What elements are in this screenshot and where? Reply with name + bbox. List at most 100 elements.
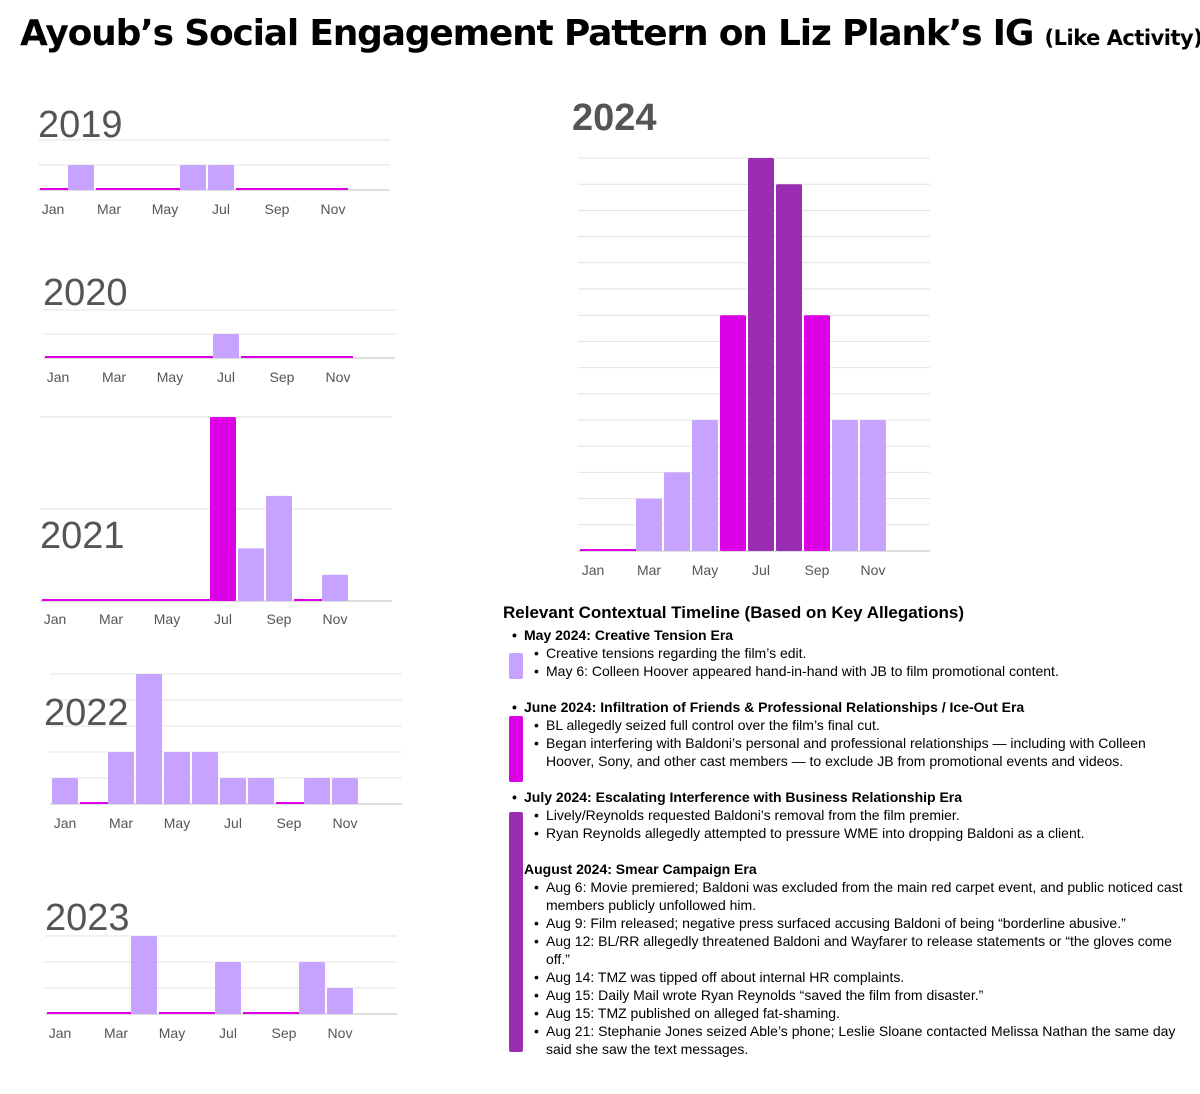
chart-title: 2023 <box>45 897 130 939</box>
bar-jun <box>185 356 213 358</box>
chart-title: 2019 <box>38 104 123 146</box>
tick-label: Sep <box>805 562 830 578</box>
bar-jan <box>580 549 608 551</box>
tick-label: May <box>164 815 190 831</box>
tick-label: Sep <box>270 369 295 385</box>
era-title: August 2024: Smear Campaign Era <box>524 861 757 877</box>
era-item: Lively/Reynolds requested Baldoni’s remo… <box>534 806 1183 824</box>
bar-mar <box>636 498 662 551</box>
tick-label: Jul <box>217 369 235 385</box>
bar-jul <box>220 778 246 804</box>
tick-label: Nov <box>321 201 346 217</box>
chart-2023: 2023 Jan Mar May Jul Sep Nov <box>45 897 397 1041</box>
tick-label: Nov <box>323 611 348 627</box>
timeline-era: July 2024: Escalating Interference with … <box>503 788 1183 1052</box>
bar-may <box>157 356 185 358</box>
bar-jun <box>720 315 746 551</box>
timeline-era: August 2024: Smear Campaign Era Aug 6: M… <box>503 860 1183 1058</box>
era-item: Aug 6: Movie premiered; Baldoni was excl… <box>534 878 1183 914</box>
bar-jul <box>748 158 774 551</box>
bar-apr <box>129 356 157 358</box>
bar-feb <box>608 549 636 551</box>
bar-oct <box>832 420 858 551</box>
era-items: Lively/Reynolds requested Baldoni’s remo… <box>503 806 1183 842</box>
bar-apr <box>136 674 162 804</box>
bar-mar <box>101 356 129 358</box>
tick-label: Sep <box>265 201 290 217</box>
tick-label: Mar <box>104 1025 128 1041</box>
tick-label: Jan <box>47 369 70 385</box>
era-items: Aug 6: Movie premiered; Baldoni was excl… <box>503 878 1183 1058</box>
tick-label: Mar <box>109 815 133 831</box>
era-item: Aug 12: BL/RR allegedly threatened Baldo… <box>534 932 1183 968</box>
tick-label: May <box>157 369 183 385</box>
timeline-era: June 2024: Infiltration of Friends & Pro… <box>503 698 1183 782</box>
bar-jul <box>213 334 239 358</box>
era-title: July 2024: Escalating Interference with … <box>512 788 1183 806</box>
bar-apr <box>126 599 154 601</box>
tick-label: Mar <box>99 611 123 627</box>
chart-2024: 2024 Jan Mar May Jul Sep Nov <box>572 97 930 578</box>
title-main: Ayoub’s Social Engagement Pattern on Liz… <box>20 13 1034 54</box>
bar-aug <box>248 778 274 804</box>
contextual-timeline: Relevant Contextual Timeline (Based on K… <box>503 602 1183 1058</box>
bar-feb <box>68 165 94 190</box>
bar-jun <box>187 1012 215 1014</box>
tick-label: Jan <box>582 562 605 578</box>
tick-label: Jan <box>42 201 65 217</box>
bar-may <box>159 1012 187 1014</box>
chart-2022: 2022 Jan Mar May Jul Sep Nov <box>44 673 402 831</box>
bar-sep <box>266 495 292 601</box>
title-subtitle: (Like Activity) <box>1044 26 1200 50</box>
timeline-era: May 2024: Creative Tension Era Creative … <box>503 626 1183 680</box>
era-title: June 2024: Infiltration of Friends & Pro… <box>512 698 1183 716</box>
tick-label: Jan <box>54 815 77 831</box>
bar-oct <box>304 778 330 804</box>
tick-label: Jul <box>224 815 242 831</box>
bar-feb <box>73 356 101 358</box>
bar-sep <box>276 802 304 804</box>
bar-feb <box>80 802 108 804</box>
bar-jul <box>215 962 241 1014</box>
tick-label: Jan <box>44 611 67 627</box>
bar-sep <box>271 1012 299 1014</box>
bar-jan <box>42 599 70 601</box>
tick-label: Jul <box>752 562 770 578</box>
bar-nov <box>325 356 353 358</box>
bar-nov <box>320 188 348 190</box>
tick-label: May <box>159 1025 185 1041</box>
bar-aug <box>243 1012 271 1014</box>
bar-feb <box>75 1012 103 1014</box>
chart-2021: 2021 Jan Mar May Jul Sep Nov <box>40 416 392 627</box>
tick-label: Mar <box>102 369 126 385</box>
tick-label: Jul <box>219 1025 237 1041</box>
tick-label: May <box>692 562 718 578</box>
chart-title: 2020 <box>43 272 128 314</box>
tick-label: Mar <box>97 201 121 217</box>
bar-nov <box>332 778 358 804</box>
bar-may <box>154 599 182 601</box>
bar-mar <box>98 599 126 601</box>
bar-aug <box>236 188 264 190</box>
era-item: Aug 21: Stephanie Jones seized Able’s ph… <box>534 1022 1183 1058</box>
era-items: BL allegedly seized full control over th… <box>503 716 1183 770</box>
era-item: Aug 14: TMZ was tipped off about interna… <box>534 968 1183 986</box>
bar-sep <box>804 315 830 551</box>
era-color-bar <box>509 716 523 782</box>
tick-label: Sep <box>267 611 292 627</box>
bar-oct <box>299 962 325 1014</box>
bar-nov <box>322 574 348 601</box>
bar-oct <box>297 356 325 358</box>
bar-oct <box>292 188 320 190</box>
bar-jun <box>192 752 218 804</box>
bar-jul <box>208 165 234 190</box>
era-color-bar <box>509 653 523 679</box>
bar-jan <box>52 778 78 804</box>
bar-apr <box>131 936 157 1014</box>
bar-jan <box>47 1012 75 1014</box>
tick-label: Jul <box>214 611 232 627</box>
era-color-bar <box>509 812 523 1052</box>
tick-label: May <box>154 611 180 627</box>
tick-label: May <box>152 201 178 217</box>
tick-label: Mar <box>637 562 661 578</box>
